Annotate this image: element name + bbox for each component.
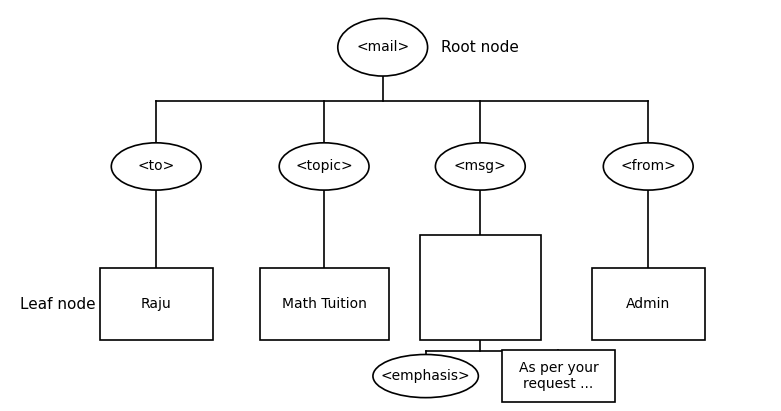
Bar bbox=[501, 350, 615, 402]
Ellipse shape bbox=[280, 143, 369, 190]
Text: Math Tuition: Math Tuition bbox=[282, 297, 366, 311]
Bar bbox=[259, 268, 388, 340]
Text: <msg>: <msg> bbox=[454, 159, 507, 173]
Text: <mail>: <mail> bbox=[356, 40, 409, 54]
Text: <emphasis>: <emphasis> bbox=[381, 369, 470, 383]
Text: <from>: <from> bbox=[620, 159, 676, 173]
Bar bbox=[420, 235, 540, 340]
Ellipse shape bbox=[436, 143, 525, 190]
Text: Leaf node: Leaf node bbox=[20, 297, 95, 312]
Text: <to>: <to> bbox=[137, 159, 175, 173]
Text: As per your
request ...: As per your request ... bbox=[519, 361, 598, 391]
Ellipse shape bbox=[337, 18, 428, 76]
Text: Raju: Raju bbox=[141, 297, 172, 311]
Text: Root node: Root node bbox=[441, 40, 519, 55]
Ellipse shape bbox=[603, 143, 694, 190]
Bar bbox=[100, 268, 212, 340]
Ellipse shape bbox=[112, 143, 201, 190]
Bar bbox=[592, 268, 704, 340]
Text: <topic>: <topic> bbox=[295, 159, 353, 173]
Ellipse shape bbox=[373, 354, 478, 398]
Text: Admin: Admin bbox=[626, 297, 670, 311]
